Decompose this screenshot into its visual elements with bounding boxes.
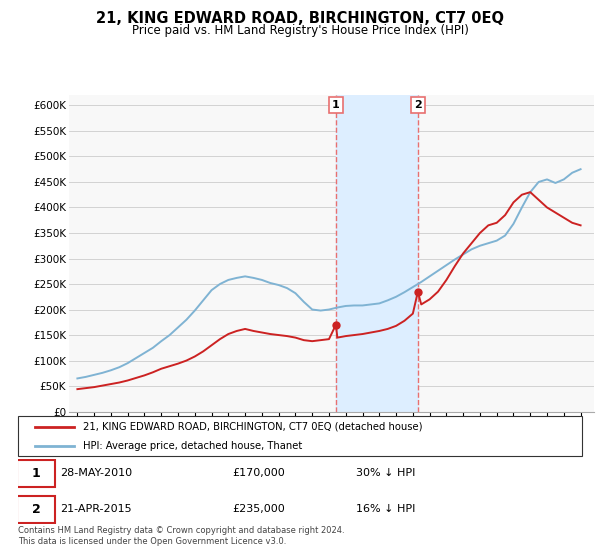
Text: 1: 1: [332, 100, 340, 110]
FancyBboxPatch shape: [17, 496, 55, 523]
Text: 16% ↓ HPI: 16% ↓ HPI: [356, 505, 416, 515]
Text: 21-APR-2015: 21-APR-2015: [60, 505, 132, 515]
Text: HPI: Average price, detached house, Thanet: HPI: Average price, detached house, Than…: [83, 441, 302, 450]
Text: 30% ↓ HPI: 30% ↓ HPI: [356, 468, 416, 478]
Text: £235,000: £235,000: [232, 505, 285, 515]
Text: 2: 2: [414, 100, 422, 110]
FancyBboxPatch shape: [17, 460, 55, 487]
Text: Contains HM Land Registry data © Crown copyright and database right 2024.
This d: Contains HM Land Registry data © Crown c…: [18, 526, 344, 546]
Text: £170,000: £170,000: [232, 468, 285, 478]
Text: 21, KING EDWARD ROAD, BIRCHINGTON, CT7 0EQ: 21, KING EDWARD ROAD, BIRCHINGTON, CT7 0…: [96, 11, 504, 26]
Text: 28-MAY-2010: 28-MAY-2010: [60, 468, 133, 478]
Bar: [336, 95, 418, 412]
Text: 2: 2: [32, 503, 40, 516]
Text: 21, KING EDWARD ROAD, BIRCHINGTON, CT7 0EQ (detached house): 21, KING EDWARD ROAD, BIRCHINGTON, CT7 0…: [83, 422, 422, 432]
Text: 1: 1: [32, 467, 40, 480]
Text: Price paid vs. HM Land Registry's House Price Index (HPI): Price paid vs. HM Land Registry's House …: [131, 24, 469, 36]
